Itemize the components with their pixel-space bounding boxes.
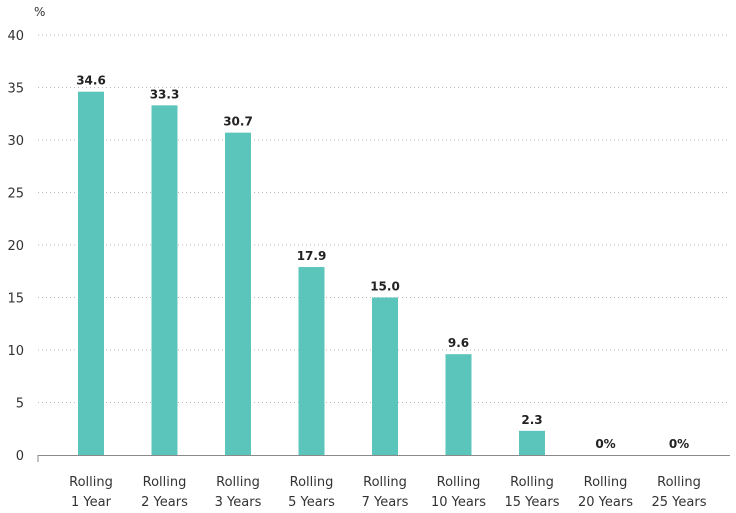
bar xyxy=(151,105,178,455)
x-tick-label-line2: 25 Years xyxy=(652,495,707,510)
y-tick-label: 10 xyxy=(7,344,24,359)
x-tick-label-line1: Rolling xyxy=(437,475,481,490)
x-tick-label-line2: 15 Years xyxy=(505,495,560,510)
y-tick-label: 30 xyxy=(7,134,24,149)
x-tick-label-line2: 7 Years xyxy=(362,495,409,510)
x-tick-label-line2: 10 Years xyxy=(431,495,486,510)
gridlines xyxy=(38,34,730,403)
data-labels: 34.6 33.3 30.7 17.9 15.0 9.6 2.3 0% 0% xyxy=(76,74,689,451)
bars xyxy=(78,91,545,455)
bar xyxy=(225,132,251,455)
y-tick-label: 35 xyxy=(7,82,24,97)
x-tick-label-line1: Rolling xyxy=(216,475,260,490)
bar xyxy=(298,267,325,455)
data-label: 9.6 xyxy=(448,336,469,350)
data-label: 34.6 xyxy=(76,74,106,88)
x-tick-label-line2: 1 Year xyxy=(71,495,112,510)
x-tick-label-line2: 3 Years xyxy=(215,495,262,510)
data-label: 15.0 xyxy=(370,280,400,294)
y-tick-label: 20 xyxy=(7,239,24,254)
y-tick-label: 40 xyxy=(7,29,24,44)
data-label: 0% xyxy=(595,437,615,451)
x-tick-label-line2: 2 Years xyxy=(141,495,188,510)
data-label: 0% xyxy=(669,437,689,451)
x-tick-label-line1: Rolling xyxy=(363,475,407,490)
x-tick-label-line2: 20 Years xyxy=(578,495,633,510)
data-label: 17.9 xyxy=(297,249,327,263)
x-tick-label-line1: Rolling xyxy=(143,475,187,490)
y-axis-ticks: 0 5 10 15 20 25 30 35 40 xyxy=(7,29,24,464)
bar xyxy=(78,91,104,455)
x-tick-label-line2: 5 Years xyxy=(288,495,335,510)
x-axis-ticks: Rolling 1 Year Rolling 2 Years Rolling 3 Year… xyxy=(69,475,707,510)
y-tick-label: 25 xyxy=(7,187,24,202)
data-label: 2.3 xyxy=(521,413,542,427)
bar xyxy=(372,297,398,455)
data-label: 33.3 xyxy=(150,87,180,101)
x-tick-label-line1: Rolling xyxy=(510,475,554,490)
y-tick-label: 15 xyxy=(7,292,24,307)
x-tick-label-line1: Rolling xyxy=(290,475,334,490)
bar xyxy=(519,430,545,455)
data-label: 30.7 xyxy=(223,115,253,129)
x-tick-label-line1: Rolling xyxy=(584,475,628,490)
y-tick-label: 5 xyxy=(16,397,24,412)
y-unit-label: % xyxy=(34,5,45,19)
x-tick-label-line1: Rolling xyxy=(657,475,701,490)
bar xyxy=(445,354,472,455)
y-tick-label: 0 xyxy=(16,449,24,464)
x-tick-label-line1: Rolling xyxy=(69,475,113,490)
